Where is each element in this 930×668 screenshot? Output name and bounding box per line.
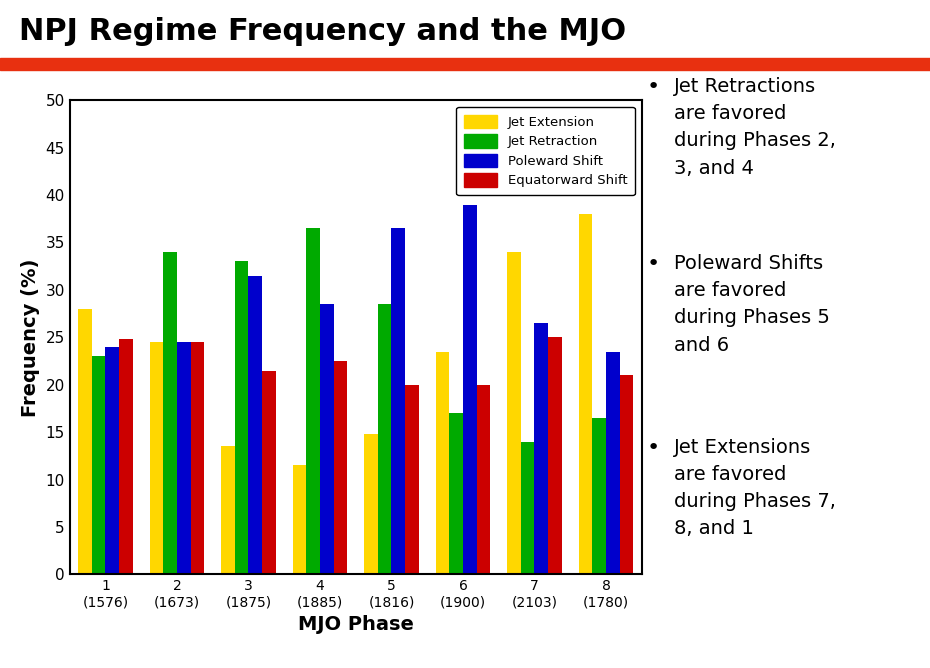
Bar	[548, 337, 562, 574]
Bar	[248, 276, 262, 574]
Text: •: •	[646, 77, 659, 97]
Y-axis label: Frequency (%): Frequency (%)	[21, 258, 40, 417]
Bar	[449, 413, 463, 574]
Bar	[436, 351, 449, 574]
Text: Poleward Shifts
are favored
during Phases 5
and 6: Poleward Shifts are favored during Phase…	[674, 254, 830, 355]
Bar	[92, 356, 105, 574]
Bar	[235, 261, 248, 574]
Bar	[592, 418, 606, 574]
Bar	[105, 347, 119, 574]
Bar	[578, 214, 592, 574]
Bar	[177, 342, 191, 574]
Bar	[78, 309, 92, 574]
Bar	[535, 323, 548, 574]
Bar	[476, 385, 490, 574]
Text: •: •	[646, 254, 659, 274]
Bar	[378, 304, 392, 574]
Bar	[306, 228, 320, 574]
Bar	[619, 375, 633, 574]
Bar	[191, 342, 205, 574]
Text: NPJ Regime Frequency and the MJO: NPJ Regime Frequency and the MJO	[19, 17, 626, 45]
Bar	[521, 442, 535, 574]
Text: •: •	[646, 438, 659, 458]
Bar	[164, 252, 177, 574]
Bar	[606, 351, 619, 574]
Bar	[119, 339, 133, 574]
Bar	[221, 446, 235, 574]
X-axis label: MJO Phase: MJO Phase	[298, 615, 414, 634]
Bar	[334, 361, 347, 574]
Bar	[463, 204, 476, 574]
Bar	[365, 434, 378, 574]
Text: Jet Retractions
are favored
during Phases 2,
3, and 4: Jet Retractions are favored during Phase…	[674, 77, 836, 178]
Bar	[262, 371, 275, 574]
Legend: Jet Extension, Jet Retraction, Poleward Shift, Equatorward Shift: Jet Extension, Jet Retraction, Poleward …	[456, 107, 635, 195]
Bar	[150, 342, 164, 574]
Text: Jet Extensions
are favored
during Phases 7,
8, and 1: Jet Extensions are favored during Phases…	[674, 438, 836, 538]
Bar	[405, 385, 419, 574]
Bar	[320, 304, 334, 574]
Bar	[507, 252, 521, 574]
Bar	[293, 466, 306, 574]
Bar	[392, 228, 405, 574]
